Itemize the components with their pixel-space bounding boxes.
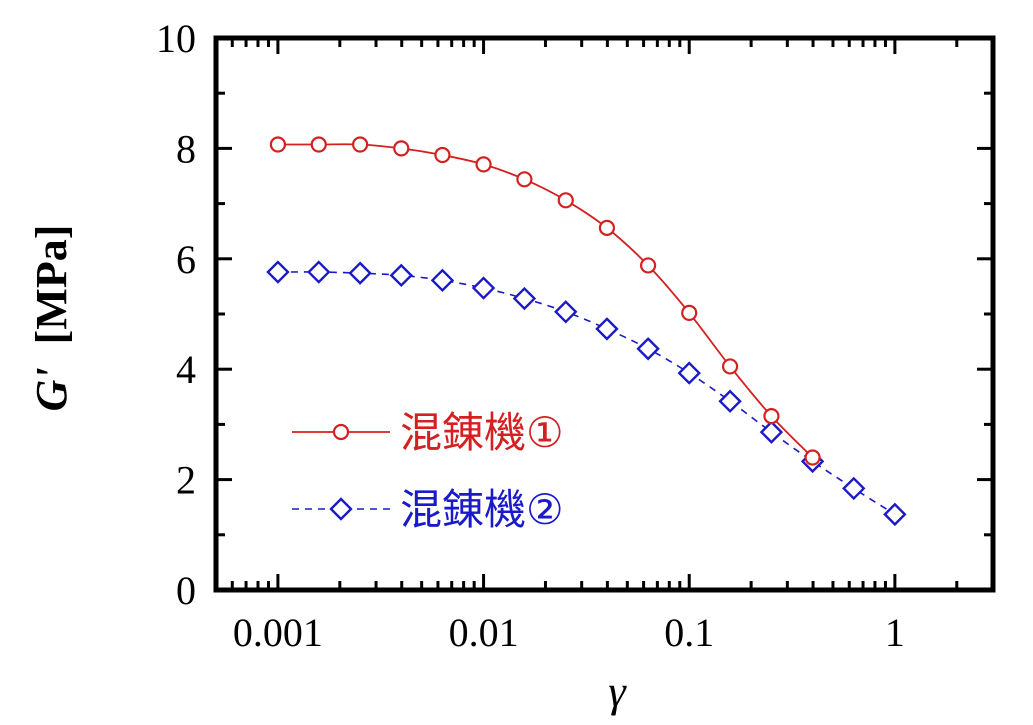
data-point [516,171,533,188]
legend-label: 混錬機② [400,485,564,534]
series-line [277,271,896,516]
x-tick-label: 1 [885,610,905,655]
legend-label: 混錬機① [400,408,564,457]
data-point [389,263,413,288]
legend-item-1: 混錬機① [292,408,564,457]
y-tick-label: 6 [176,237,196,282]
data-point [269,136,287,153]
data-point [595,317,619,341]
data-point [677,361,701,385]
x-tick-label: 0.001 [233,610,323,655]
data-point [348,261,372,285]
data-point [557,192,574,209]
data-point [763,408,780,425]
y-tick-label: 2 [176,458,196,503]
x-axis-title: γ [608,667,627,716]
data-point [554,300,578,324]
svg-text:G' [MPa]: G' [MPa] [27,225,76,412]
x-axis: 0.001 0.01 0.1 1 [214,38,995,655]
data-point [721,358,739,375]
data-point [393,140,410,157]
series-1 [269,136,821,466]
x-tick-label: 0.1 [664,610,714,655]
data-point [718,389,742,413]
data-point [352,136,369,153]
data-point [307,260,331,284]
y-tick-label: 4 [176,347,196,392]
y-tick-label: 8 [176,126,196,171]
data-point [512,286,537,311]
legend-item-2: 混錬機② [292,485,564,534]
data-point [636,337,660,361]
data-point [329,497,353,521]
series-layer [266,136,907,527]
data-point [759,420,784,444]
data-point [434,146,451,164]
data-point [310,136,327,153]
data-point [681,304,698,321]
y-tick-label: 0 [176,568,196,613]
y-axis-title-main: G' [27,367,76,411]
data-point [842,476,866,501]
data-point [598,219,616,236]
x-tick-label: 0.01 [449,610,519,655]
y-axis-title: G' [MPa] [27,225,76,412]
y-tick-label: 10 [156,16,196,61]
data-point [883,502,907,527]
data-point [430,268,455,293]
y-axis: 0 2 4 6 8 10 [156,16,993,613]
legend: 混錬機① 混錬機② [292,408,564,534]
data-point [804,449,821,466]
data-point [266,260,290,284]
data-point [332,423,350,441]
y-axis-title-unit: [MPa] [27,225,76,345]
data-point [475,156,492,173]
data-point [639,257,657,274]
data-point [471,276,496,300]
series-2 [266,260,907,527]
